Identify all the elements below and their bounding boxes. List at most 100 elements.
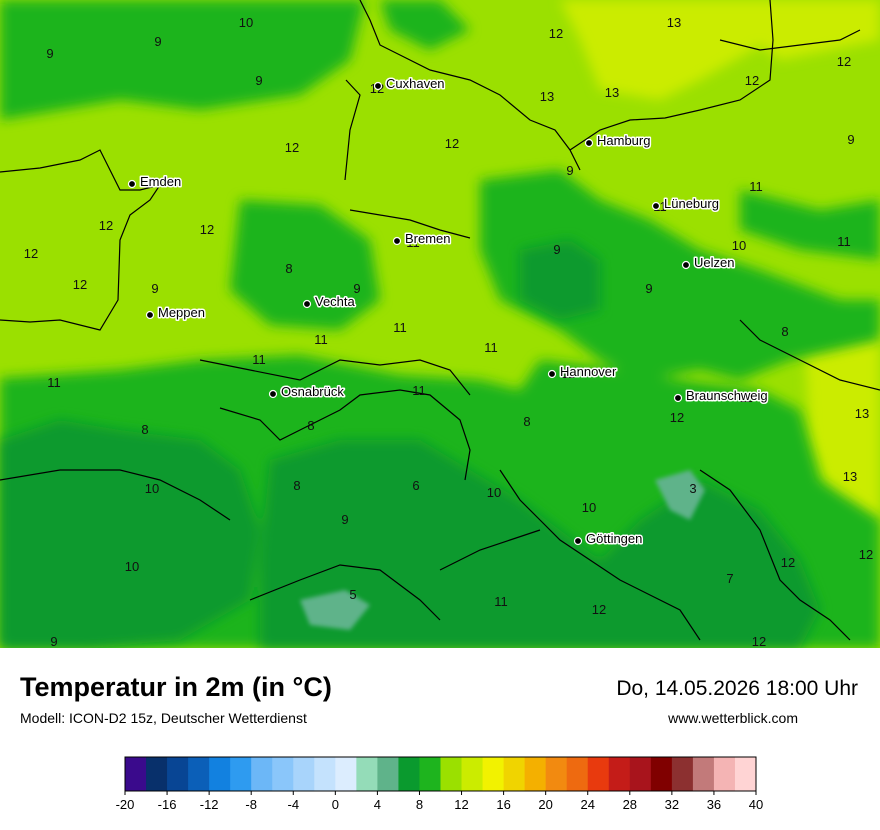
- colorbar-swatch: [524, 757, 547, 791]
- city-label: Braunschweig: [686, 388, 768, 403]
- temperature-value: 9: [255, 73, 262, 88]
- temperature-value: 13: [855, 406, 869, 421]
- colorbar-swatch: [608, 757, 631, 791]
- colorbar-swatch: [251, 757, 273, 791]
- temperature-value: 11: [406, 235, 420, 250]
- temperature-map: 10 13 9 9 12 12 9 12 12 13 13 12 12 9 9 11 11 12 12 11 10 11 1…: [0, 0, 880, 648]
- colorbar-swatch: [482, 757, 505, 791]
- colorbar-tick-label: -20: [116, 797, 135, 812]
- city-dot: [127, 179, 137, 189]
- temperature-value: 12: [670, 410, 684, 425]
- city-label: Göttingen: [586, 531, 642, 546]
- temperature-value: 12: [24, 246, 38, 261]
- temperature-value: 11: [252, 352, 266, 367]
- colorbar-swatch: [230, 757, 252, 791]
- city-dot: [302, 299, 312, 309]
- city-label: Osnabrück: [281, 384, 344, 399]
- city-dot: [573, 536, 583, 546]
- temperature-value: 9: [154, 34, 161, 49]
- temperature-value: 8: [141, 422, 148, 437]
- colorbar-swatch: [188, 757, 210, 791]
- temperature-value: 5: [349, 587, 356, 602]
- temperature-value: 8: [285, 261, 292, 276]
- city-dot: [373, 81, 383, 91]
- temperature-value: 9: [46, 46, 53, 61]
- temperature-value: 9: [847, 132, 854, 147]
- temperature-value: 10: [239, 15, 253, 30]
- temperature-value: 11: [749, 179, 763, 194]
- colorbar-swatch: [167, 757, 189, 791]
- map-canvas: 10 13 9 9 12 12 9 12 12 13 13 12 12 9 9 11 11 12 12 11 10 11 1…: [0, 0, 880, 648]
- city-label: Lüneburg: [664, 196, 719, 211]
- colorbar-swatch: [377, 757, 399, 791]
- valid-datetime: Do, 14.05.2026 18:00 Uhr: [616, 677, 858, 700]
- warm-zones: [560, 0, 880, 520]
- city-dot: [673, 393, 683, 403]
- temperature-value: 11: [494, 594, 508, 609]
- colorbar-swatch: [335, 757, 357, 791]
- colorbar-tick-label: 36: [707, 797, 721, 812]
- colorbar-swatch: [587, 757, 610, 791]
- temperature-values: 10 13 9 9 12 12 9 12 12 13 13 12 12 9 9 11 11 12 12 11 10 11 1…: [24, 15, 873, 648]
- colorbar-swatch: [398, 757, 420, 791]
- city-dot: [547, 369, 557, 379]
- temperature-value: 12: [549, 26, 563, 41]
- temperature-value: 11: [561, 366, 575, 381]
- temperature-value: 10: [487, 485, 501, 500]
- temperature-value: 9: [151, 281, 158, 296]
- city-dot: [651, 201, 661, 211]
- colorbar-swatch: [356, 757, 378, 791]
- colorbar-border: [124, 756, 757, 792]
- city-dot: [584, 138, 594, 148]
- temperature-value: 8: [307, 418, 314, 433]
- temperature-value: 12: [745, 73, 759, 88]
- colorbar-swatch: [503, 757, 526, 791]
- temperature-value: 13: [843, 469, 857, 484]
- chart-title: Temperatur in 2m (in °C): [20, 672, 332, 702]
- city-dot: [268, 389, 278, 399]
- temperature-value: 9: [341, 512, 348, 527]
- colorbar-swatch: [713, 757, 736, 791]
- colorbar-swatch: [734, 757, 757, 791]
- colorbar-swatch: [419, 757, 441, 791]
- temperature-value: 12: [752, 634, 766, 648]
- colorbar-swatch: [566, 757, 589, 791]
- colorbar-swatch: [545, 757, 568, 791]
- temperature-value: 8: [293, 478, 300, 493]
- temperature-value: 9: [645, 281, 652, 296]
- colorbar-swatch: [146, 757, 168, 791]
- colorbar: -20 -16 -12 -8 -4 0 4 8 12 16 20 24 28 32 36 40: [116, 756, 763, 812]
- temperature-value: 9: [566, 163, 573, 178]
- colorbar-swatch: [440, 757, 463, 791]
- colorbar-tick-label: -12: [200, 797, 219, 812]
- temperature-value: 10: [145, 481, 159, 496]
- temperature-value: 12: [859, 547, 873, 562]
- website-link[interactable]: www.wetterblick.com: [668, 710, 798, 726]
- model-source: Modell: ICON-D2 15z, Deutscher Wetterdie…: [20, 710, 307, 726]
- city-dot: [145, 310, 155, 320]
- temperature-value: 11: [393, 320, 407, 335]
- colorbar-tick-label: 20: [538, 797, 552, 812]
- temperature-value: 8: [523, 414, 530, 429]
- colorbar-swatch: [125, 757, 147, 791]
- temperature-value: 11: [484, 340, 498, 355]
- temperature-value: 10: [732, 238, 746, 253]
- temperature-value: 11: [739, 390, 753, 405]
- city-label: Cuxhaven: [386, 76, 445, 91]
- city-label: Uelzen: [694, 255, 734, 270]
- temperature-value: 8: [781, 324, 788, 339]
- cool-zones: [0, 240, 820, 648]
- cold-pockets: [300, 470, 705, 630]
- colorbar-swatch: [461, 757, 484, 791]
- temperature-value: 11: [47, 375, 61, 390]
- temperature-value: 10: [125, 559, 139, 574]
- temperature-value: 11: [412, 383, 426, 398]
- boundaries: [0, 0, 880, 641]
- colorbar-tick-label: -16: [158, 797, 177, 812]
- temperature-value: 9: [553, 242, 560, 257]
- temperature-value: 11: [314, 332, 328, 347]
- colorbar-tick-label: 40: [749, 797, 763, 812]
- temperature-value: 12: [73, 277, 87, 292]
- temperature-value: 13: [605, 85, 619, 100]
- colorbar-swatch: [692, 757, 715, 791]
